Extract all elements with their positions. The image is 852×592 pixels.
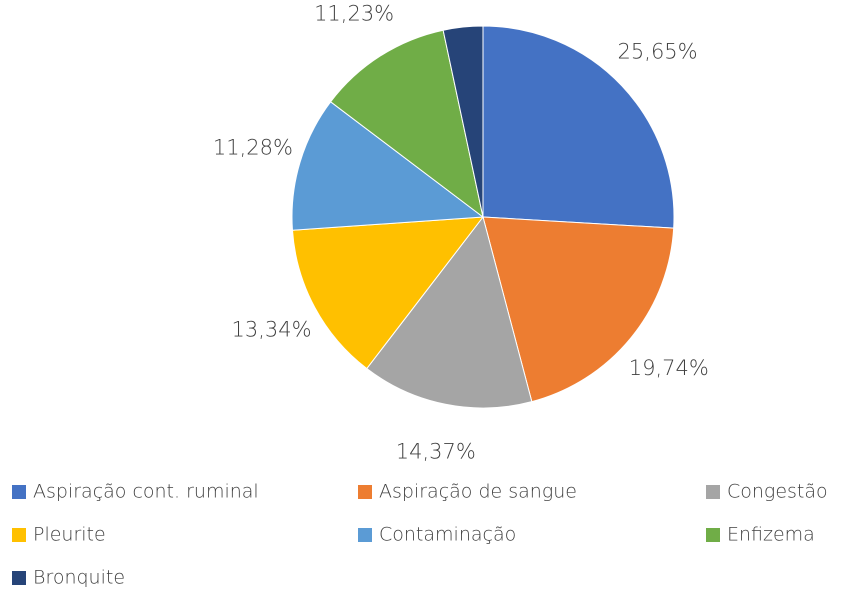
legend-label: Enfizema: [727, 524, 815, 546]
legend-label: Pleurite: [33, 524, 106, 546]
pie-slice: [291, 216, 485, 370]
pie-slice: [482, 25, 675, 229]
data-label: 14,37%: [396, 439, 476, 463]
data-label: 19,74%: [629, 356, 709, 380]
data-label: 25,65%: [618, 39, 698, 63]
legend-swatch: [12, 571, 26, 585]
pie-slice: [442, 25, 484, 218]
legend-swatch: [706, 485, 720, 499]
legend-swatch: [358, 485, 372, 499]
legend-label: Aspiração de sangue: [379, 481, 577, 503]
data-label: 11,28%: [213, 136, 293, 160]
legend-label: Contaminação: [379, 524, 516, 546]
pie-slice: [329, 29, 484, 219]
legend-swatch: [12, 528, 26, 542]
legend-swatch: [358, 528, 372, 542]
pie-slice: [366, 215, 533, 409]
legend-label: Congestão: [727, 481, 828, 503]
data-label: 13,34%: [232, 318, 312, 342]
legend-label: Bronquite: [33, 567, 125, 589]
legend-label: Aspiração cont. ruminal: [33, 481, 259, 503]
pie-slice: [291, 101, 485, 231]
legend-swatch: [706, 528, 720, 542]
data-label: 11,23%: [314, 2, 394, 26]
pie-slice: [482, 216, 675, 403]
legend-swatch: [12, 485, 26, 499]
